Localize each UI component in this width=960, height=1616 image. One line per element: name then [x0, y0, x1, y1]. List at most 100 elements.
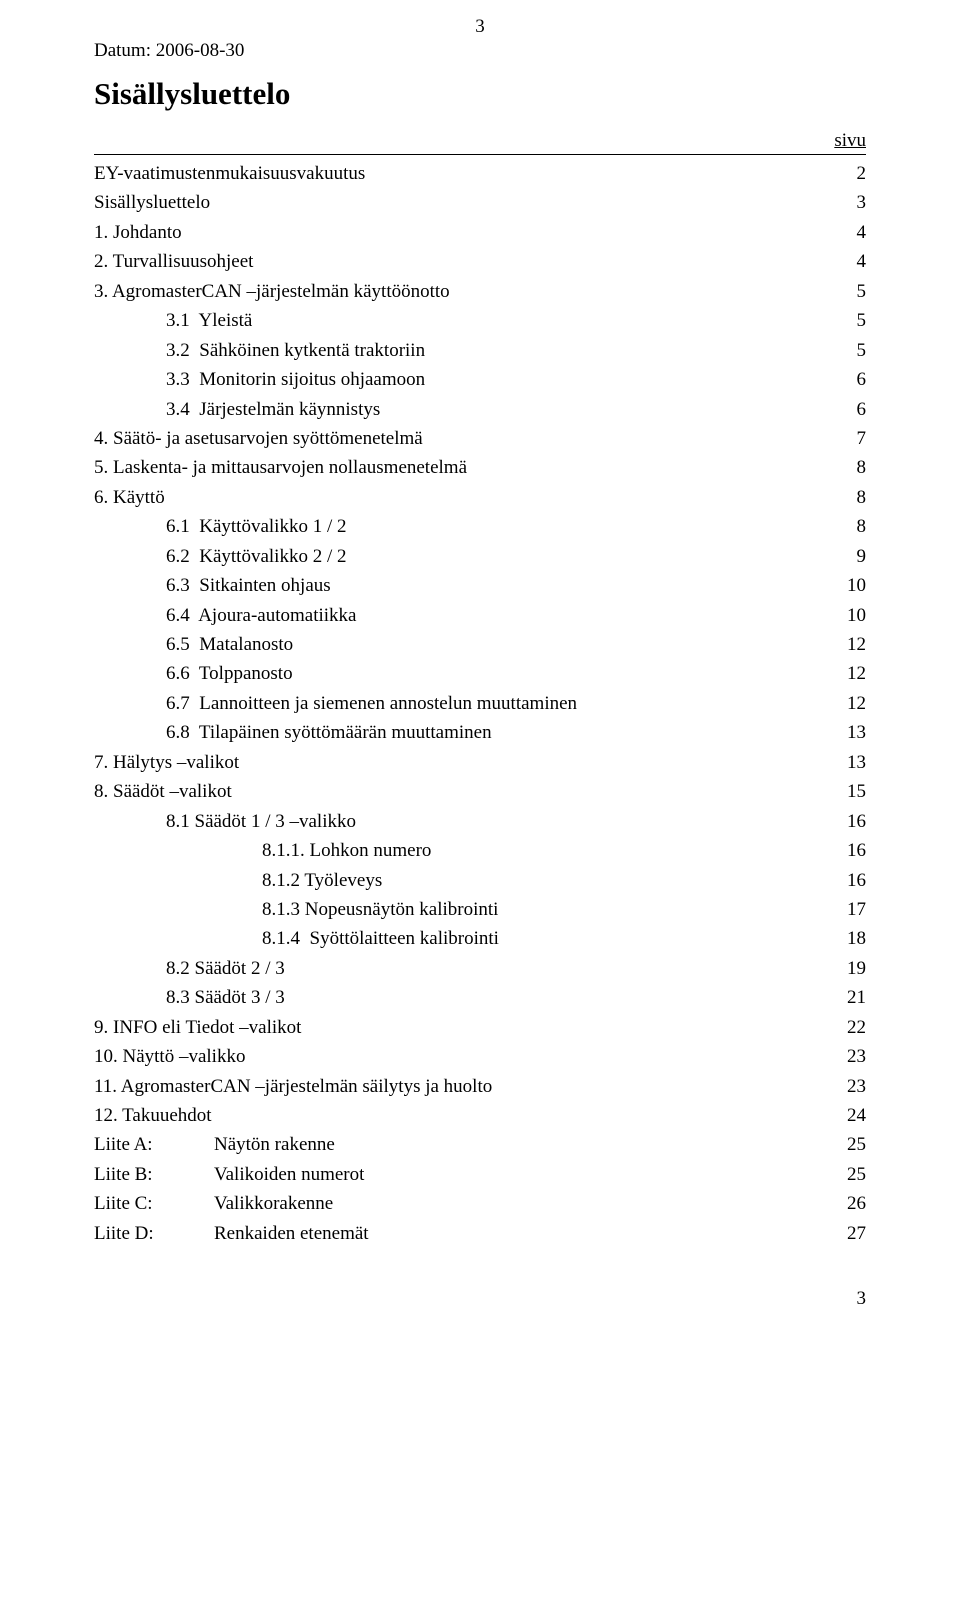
toc-entry-label: 6.3 Sitkainten ohjaus — [94, 571, 816, 600]
toc-entry-page: 22 — [816, 1013, 866, 1042]
toc-row: 11. AgromasterCAN –järjestelmän säilytys… — [94, 1072, 866, 1101]
toc-entry-label: 8.2 Säädöt 2 / 3 — [94, 954, 816, 983]
date-line: Datum: 2006-08-30 — [94, 40, 866, 62]
toc-row: 6.6 Tolppanosto12 — [94, 659, 866, 688]
toc-row: 10. Näyttö –valikko23 — [94, 1042, 866, 1071]
toc-entry-page: 24 — [816, 1101, 866, 1130]
toc-entry-label: 11. AgromasterCAN –järjestelmän säilytys… — [94, 1072, 816, 1101]
toc-header-row: sivu — [94, 130, 866, 155]
toc-entry-label: 6.2 Käyttövalikko 2 / 2 — [94, 542, 816, 571]
toc-entry-page: 6 — [816, 365, 866, 394]
toc-entry-page: 19 — [816, 954, 866, 983]
toc-entry-label: 8.1 Säädöt 1 / 3 –valikko — [94, 807, 816, 836]
toc-entry-label: 6.8 Tilapäinen syöttömäärän muuttaminen — [94, 718, 816, 747]
toc-entry-page: 23 — [816, 1072, 866, 1101]
appendix-label: Liite A: — [94, 1130, 214, 1159]
toc-entry-page: 15 — [816, 777, 866, 806]
toc-row: 8.1.1. Lohkon numero16 — [94, 836, 866, 865]
toc-entry-label: 8.1.2 Työleveys — [94, 866, 816, 895]
toc-entry-page: 12 — [816, 659, 866, 688]
toc-page-column-header: sivu — [816, 130, 866, 154]
page-number-bottom: 3 — [94, 1288, 866, 1310]
appendix-page: 27 — [816, 1219, 866, 1248]
toc-entry-label: Sisällysluettelo — [94, 188, 816, 217]
toc-entry-label: 8.3 Säädöt 3 / 3 — [94, 983, 816, 1012]
toc-entry-page: 9 — [816, 542, 866, 571]
toc-row: 3. AgromasterCAN –järjestelmän käyttööno… — [94, 277, 866, 306]
appendix-row: Liite B:Valikoiden numerot25 — [94, 1160, 866, 1189]
toc-entry-page: 5 — [816, 306, 866, 335]
toc-entry-label: 3.2 Sähköinen kytkentä traktoriin — [94, 336, 816, 365]
toc-entry-page: 12 — [816, 630, 866, 659]
toc-entry-label: 3. AgromasterCAN –järjestelmän käyttööno… — [94, 277, 816, 306]
toc-entry-label: 4. Säätö- ja asetusarvojen syöttömenetel… — [94, 424, 816, 453]
toc-row: 3.3 Monitorin sijoitus ohjaamoon6 — [94, 365, 866, 394]
toc-entry-page: 10 — [816, 571, 866, 600]
appendix-page: 26 — [816, 1189, 866, 1218]
toc-row: Sisällysluettelo3 — [94, 188, 866, 217]
toc-row: 6.1 Käyttövalikko 1 / 28 — [94, 512, 866, 541]
toc-row: 6.4 Ajoura-automatiikka10 — [94, 601, 866, 630]
toc-entry-label: 8.1.1. Lohkon numero — [94, 836, 816, 865]
toc-entry-label: 1. Johdanto — [94, 218, 816, 247]
appendix-row: Liite A:Näytön rakenne25 — [94, 1130, 866, 1159]
appendix-title: Näytön rakenne — [214, 1130, 816, 1159]
page-number-top: 3 — [475, 16, 485, 38]
toc-body: EY-vaatimustenmukaisuusvakuutus2Sisällys… — [94, 159, 866, 1130]
appendix-label: Liite C: — [94, 1189, 214, 1218]
toc-entry-label: 6.5 Matalanosto — [94, 630, 816, 659]
appendix-title: Valikoiden numerot — [214, 1160, 816, 1189]
toc-row: 8.1.4 Syöttölaitteen kalibrointi18 — [94, 924, 866, 953]
toc-entry-label: 5. Laskenta- ja mittausarvojen nollausme… — [94, 453, 816, 482]
toc-entry-page: 4 — [816, 218, 866, 247]
toc-row: 8. Säädöt –valikot15 — [94, 777, 866, 806]
toc-entry-page: 16 — [816, 866, 866, 895]
toc-row: 4. Säätö- ja asetusarvojen syöttömenetel… — [94, 424, 866, 453]
toc-entry-label: 6.6 Tolppanosto — [94, 659, 816, 688]
toc-row: 12. Takuuehdot24 — [94, 1101, 866, 1130]
toc-row: 3.4 Järjestelmän käynnistys6 — [94, 395, 866, 424]
toc-entry-page: 10 — [816, 601, 866, 630]
toc-row: 7. Hälytys –valikot13 — [94, 748, 866, 777]
toc-entry-label: 8.1.4 Syöttölaitteen kalibrointi — [94, 924, 816, 953]
toc-entry-page: 21 — [816, 983, 866, 1012]
appendix-page: 25 — [816, 1130, 866, 1159]
toc-entry-label: 3.3 Monitorin sijoitus ohjaamoon — [94, 365, 816, 394]
toc-entry-label: 10. Näyttö –valikko — [94, 1042, 816, 1071]
toc-entry-page: 13 — [816, 718, 866, 747]
toc-entry-page: 6 — [816, 395, 866, 424]
appendix-row: Liite C:Valikkorakenne26 — [94, 1189, 866, 1218]
toc-row: 8.1.3 Nopeusnäytön kalibrointi17 — [94, 895, 866, 924]
toc-entry-page: 17 — [816, 895, 866, 924]
toc-entry-label: 6.1 Käyttövalikko 1 / 2 — [94, 512, 816, 541]
toc-entry-page: 16 — [816, 836, 866, 865]
toc-row: 1. Johdanto4 — [94, 218, 866, 247]
toc-header-spacer — [94, 130, 816, 154]
appendix-label: Liite B: — [94, 1160, 214, 1189]
appendix-title: Renkaiden etenemät — [214, 1219, 816, 1248]
toc-row: 6.8 Tilapäinen syöttömäärän muuttaminen1… — [94, 718, 866, 747]
toc-entry-page: 7 — [816, 424, 866, 453]
toc-entry-label: 2. Turvallisuusohjeet — [94, 247, 816, 276]
document-page: 3 Datum: 2006-08-30 Sisällysluettelo siv… — [0, 0, 960, 1350]
toc-row: 3.2 Sähköinen kytkentä traktoriin5 — [94, 336, 866, 365]
toc-entry-label: 9. INFO eli Tiedot –valikot — [94, 1013, 816, 1042]
toc-entry-page: 3 — [816, 188, 866, 217]
toc-entry-page: 8 — [816, 483, 866, 512]
toc-entry-label: 6. Käyttö — [94, 483, 816, 512]
toc-row: 8.1.2 Työleveys16 — [94, 866, 866, 895]
appendix-label: Liite D: — [94, 1219, 214, 1248]
toc-entry-page: 8 — [816, 512, 866, 541]
toc-row: 6.5 Matalanosto12 — [94, 630, 866, 659]
toc-entry-label: 3.4 Järjestelmän käynnistys — [94, 395, 816, 424]
toc-entry-page: 2 — [816, 159, 866, 188]
document-title: Sisällysluettelo — [94, 76, 866, 112]
toc-row: 8.2 Säädöt 2 / 319 — [94, 954, 866, 983]
toc-entry-label: 6.7 Lannoitteen ja siemenen annostelun m… — [94, 689, 816, 718]
toc-entry-label: 3.1 Yleistä — [94, 306, 816, 335]
toc-row: 8.1 Säädöt 1 / 3 –valikko16 — [94, 807, 866, 836]
toc-row: EY-vaatimustenmukaisuusvakuutus2 — [94, 159, 866, 188]
toc-row: 6.2 Käyttövalikko 2 / 29 — [94, 542, 866, 571]
appendix-page: 25 — [816, 1160, 866, 1189]
toc-entry-label: 8.1.3 Nopeusnäytön kalibrointi — [94, 895, 816, 924]
